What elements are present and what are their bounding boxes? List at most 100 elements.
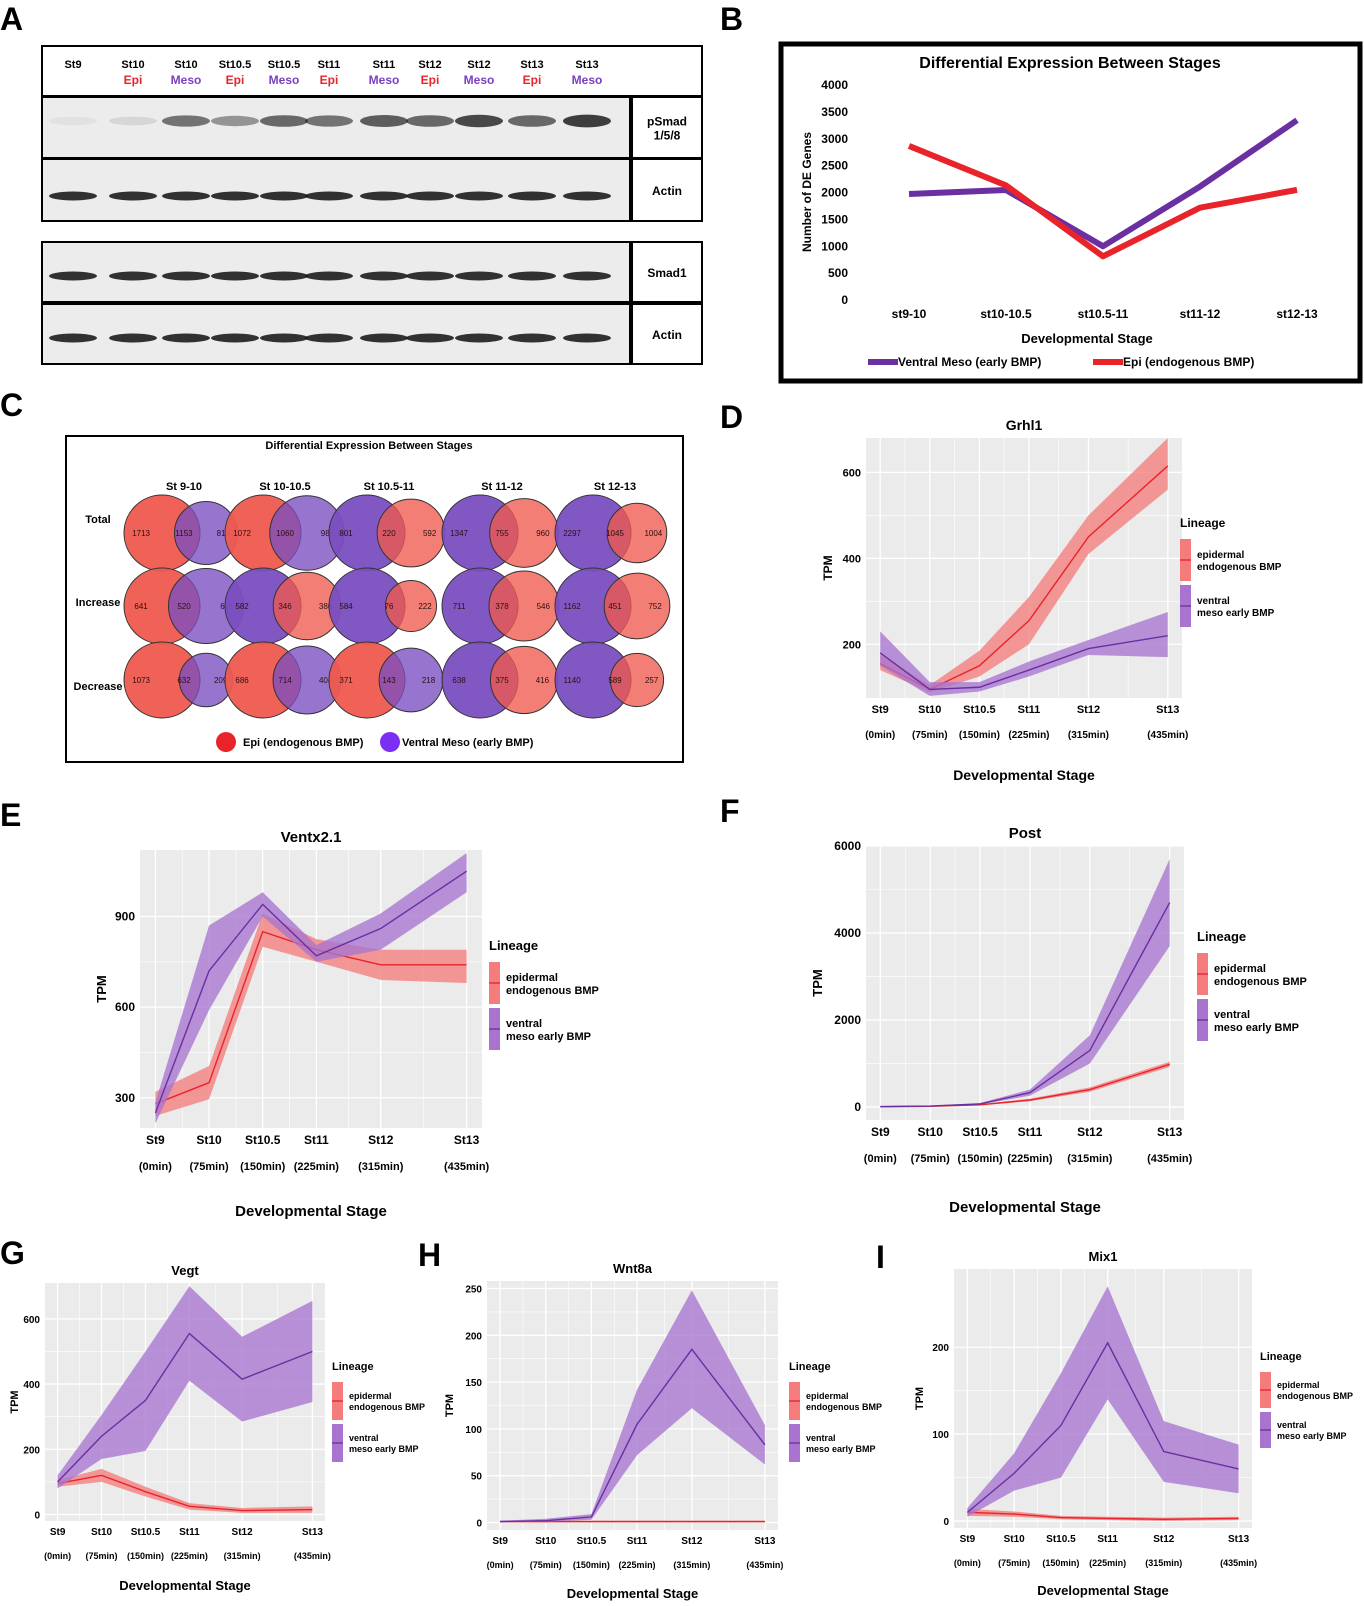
legend-label: meso early BMP xyxy=(1197,608,1275,619)
blot-label-box xyxy=(631,158,703,222)
y-tick-label: 150 xyxy=(465,1378,482,1389)
blot-band xyxy=(563,114,611,128)
plot-title: Mix1 xyxy=(1089,1249,1118,1264)
x-time-label: (225min) xyxy=(1008,730,1049,741)
x-axis-label: Developmental Stage xyxy=(567,1586,699,1601)
x-time-label: (0min) xyxy=(139,1161,172,1173)
blot-band xyxy=(162,115,210,127)
x-time-label: (315min) xyxy=(1067,1153,1113,1165)
panel-d-tpm-plot: 200 400 600 St9 (0min) St10 (75min) St10.5 (150m… xyxy=(821,417,1282,783)
venn-count: 386 xyxy=(319,602,333,611)
blot-band xyxy=(508,333,556,343)
venn-row-label: Decrease xyxy=(74,681,123,693)
x-time-label: (225min) xyxy=(619,1560,656,1570)
blot-band xyxy=(211,333,259,343)
lane-tissue-label: Meso xyxy=(171,73,202,87)
x-time-label: (0min) xyxy=(44,1551,71,1561)
venn-count: 1153 xyxy=(175,529,193,538)
panel-e-tpm-plot: 300 600 900 St9 (0min) St10 (75min) St10.5 (150m… xyxy=(94,829,599,1220)
panel-b-de-chart: Differential Expression Between Stages 0 5… xyxy=(778,41,1363,384)
x-time-label: (435min) xyxy=(444,1161,490,1173)
blot-row-label: Smad1 xyxy=(647,266,687,280)
x-tick-label: St11 xyxy=(1097,1534,1118,1545)
venn-count: 346 xyxy=(278,602,292,611)
y-tick-label: 200 xyxy=(23,1445,40,1456)
series-line xyxy=(880,902,1171,1108)
blot-band xyxy=(406,271,454,281)
x-tick-label: St12 xyxy=(232,1527,254,1538)
legend-label: meso early BMP xyxy=(349,1444,419,1454)
lane-tissue-label: Meso xyxy=(269,73,300,87)
y-tick-label: 100 xyxy=(932,1430,949,1441)
blot-band xyxy=(211,191,259,201)
y-axis-label: TPM xyxy=(914,1387,926,1410)
x-time-label: (150min) xyxy=(1042,1558,1079,1568)
x-tick-label: St10.5 xyxy=(963,704,995,716)
x-tick-label: St13 xyxy=(754,1536,776,1547)
lane-stage-label: St12 xyxy=(418,59,441,71)
x-time-label: (315min) xyxy=(673,1560,710,1570)
y-tick-label: 2000 xyxy=(821,186,848,200)
y-tick-label: 0 xyxy=(34,1510,40,1521)
confidence-band xyxy=(880,1061,1170,1107)
x-time-label: (315min) xyxy=(1068,730,1109,741)
panel-g-tpm-plot: 0 200 400 600 St9 (0min) St10 (75min) St10.5 (150… xyxy=(9,1263,425,1593)
venn-count: 584 xyxy=(339,602,353,611)
legend-title: Lineage xyxy=(1260,1351,1302,1363)
blot-band xyxy=(162,271,210,281)
x-tick-label: st9-10 xyxy=(892,307,927,321)
confidence-band xyxy=(967,1508,1239,1522)
venn-circle xyxy=(609,652,665,708)
x-time-label: (75min) xyxy=(189,1161,228,1173)
y-axis-label: TPM xyxy=(444,1394,456,1417)
lane-tissue-label: Epi xyxy=(320,73,339,87)
legend-label: epidermal xyxy=(349,1391,392,1401)
x-tick-label: St10.5 xyxy=(245,1133,281,1147)
legend-label: endogenous BMP xyxy=(806,1402,882,1412)
venn-count: 2297 xyxy=(563,529,581,538)
x-time-label: (150min) xyxy=(573,1560,610,1570)
panel-letter-f: F xyxy=(720,793,740,829)
series-line xyxy=(907,143,1298,260)
blot-label-box xyxy=(631,96,703,159)
venn-count: 371 xyxy=(339,676,353,685)
legend-label: Epi (endogenous BMP) xyxy=(1123,355,1254,369)
x-axis-label: Developmental Stage xyxy=(953,767,1095,783)
x-time-label: (315min) xyxy=(224,1551,261,1561)
series-line xyxy=(500,1348,766,1523)
blot-band xyxy=(563,333,611,343)
venn-column-label: St 11-12 xyxy=(481,481,523,493)
x-time-label: (435min) xyxy=(746,1560,783,1570)
series-line xyxy=(879,634,1168,691)
venn-count: 755 xyxy=(495,529,509,538)
blot-band xyxy=(360,115,408,127)
venn-count: 582 xyxy=(235,602,249,611)
x-tick-label: St10 xyxy=(918,704,941,716)
legend-label: Ventral Meso (early BMP) xyxy=(402,737,534,749)
panel-letter-a: A xyxy=(0,1,23,37)
venn-count: 986 xyxy=(321,529,335,538)
x-time-label: (0min) xyxy=(954,1558,981,1568)
legend-label: epidermal xyxy=(1277,1380,1320,1390)
blot-band xyxy=(455,271,503,281)
confidence-band xyxy=(967,1286,1239,1517)
legend-label: epidermal xyxy=(506,972,558,984)
x-time-label: (150min) xyxy=(240,1161,286,1173)
x-time-label: (225min) xyxy=(1007,1153,1053,1165)
x-time-label: (75min) xyxy=(530,1560,562,1570)
x-tick-label: St13 xyxy=(454,1133,480,1147)
x-tick-label: St9 xyxy=(960,1534,976,1545)
chart-title: Differential Expression Between Stages xyxy=(919,55,1221,72)
blot-band xyxy=(360,271,408,281)
legend-title: Lineage xyxy=(489,938,538,953)
x-tick-label: St10.5 xyxy=(1046,1534,1076,1545)
lane-stage-label: St11 xyxy=(318,59,341,71)
panel-letter-b: B xyxy=(720,1,743,37)
y-tick-label: 200 xyxy=(932,1343,949,1354)
blot-band xyxy=(260,271,308,281)
legend-swatch xyxy=(216,732,236,752)
legend-label: endogenous BMP xyxy=(1214,976,1307,988)
venn-count: 1713 xyxy=(132,529,150,538)
legend-label: endogenous BMP xyxy=(349,1402,425,1412)
venn-count: 752 xyxy=(648,602,662,611)
